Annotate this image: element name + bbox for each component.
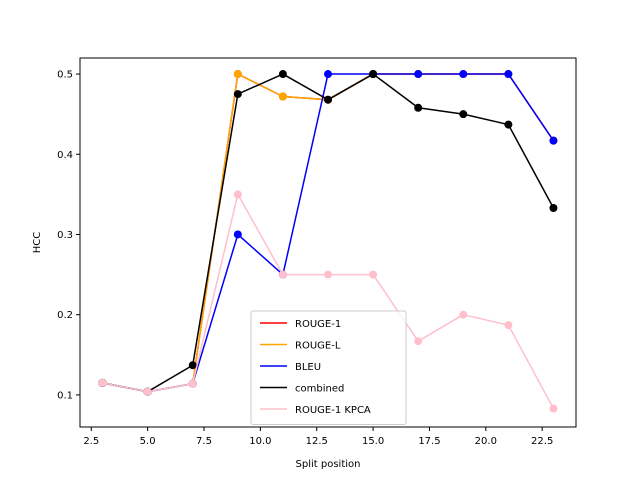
data-point bbox=[504, 321, 513, 330]
x-tick-label: 7.5 bbox=[196, 436, 212, 447]
data-point bbox=[459, 70, 468, 79]
legend-label: combined bbox=[295, 384, 344, 395]
y-tick-label: 0.2 bbox=[57, 310, 73, 321]
x-axis-label: Split position bbox=[296, 459, 361, 470]
legend-frame bbox=[250, 310, 407, 425]
data-point bbox=[369, 70, 378, 79]
y-tick-label: 0.3 bbox=[57, 230, 73, 241]
data-point bbox=[233, 90, 242, 99]
data-point bbox=[324, 70, 332, 79]
data-point bbox=[324, 95, 332, 104]
x-tick-label: 20.0 bbox=[475, 436, 497, 447]
y-tick-label: 0.1 bbox=[57, 390, 73, 401]
y-tick-label: 0.4 bbox=[57, 150, 73, 161]
data-point bbox=[278, 270, 287, 279]
data-point bbox=[98, 378, 107, 387]
legend-item: ROUGE-1 KPCA bbox=[260, 405, 371, 416]
legend-label: BLEU bbox=[295, 362, 321, 373]
data-point bbox=[549, 404, 558, 413]
data-point bbox=[504, 70, 513, 79]
plot-area-frame bbox=[79, 57, 577, 428]
data-point bbox=[233, 190, 242, 199]
y-tick-label: 0.5 bbox=[57, 70, 73, 81]
x-tick-label: 12.5 bbox=[306, 436, 328, 447]
data-point bbox=[459, 110, 468, 119]
data-point bbox=[233, 70, 242, 79]
x-tick-label: 5.0 bbox=[140, 436, 156, 447]
data-point bbox=[188, 379, 197, 388]
data-point bbox=[188, 361, 197, 370]
x-tick-label: 2.5 bbox=[83, 436, 99, 447]
legend-label: ROUGE-L bbox=[295, 341, 341, 352]
legend-item: BLEU bbox=[260, 362, 321, 373]
series-rouge-1-kpca bbox=[98, 190, 558, 413]
data-point bbox=[278, 92, 287, 101]
data-point bbox=[549, 136, 558, 145]
y-axis-label: HCC bbox=[32, 232, 43, 254]
data-point bbox=[549, 204, 558, 213]
data-point bbox=[278, 70, 287, 79]
x-tick-label: 17.5 bbox=[418, 436, 440, 447]
data-point bbox=[369, 270, 378, 279]
x-tick-label: 15.0 bbox=[362, 436, 384, 447]
data-point bbox=[143, 387, 152, 396]
data-point bbox=[324, 270, 332, 279]
data-point bbox=[459, 310, 468, 319]
series-layer bbox=[98, 70, 558, 413]
legend: ROUGE-1 ROUGE-L BLEU combined ROUGE-1 KPCA bbox=[250, 310, 407, 425]
data-point bbox=[414, 337, 423, 346]
legend-item: combined bbox=[260, 384, 344, 395]
legend-item: ROUGE-1 bbox=[260, 319, 341, 330]
legend-label: ROUGE-1 KPCA bbox=[295, 405, 371, 416]
legend-label: ROUGE-1 bbox=[295, 319, 341, 330]
data-point bbox=[414, 103, 423, 112]
x-tick-label: 22.5 bbox=[531, 436, 553, 447]
x-tick-label: 10.0 bbox=[249, 436, 271, 447]
legend-item: ROUGE-L bbox=[260, 341, 341, 352]
y-axis: 0.1 0.2 0.3 0.4 0.5 bbox=[57, 70, 80, 401]
data-point bbox=[414, 70, 423, 79]
x-axis: 2.5 5.0 7.5 10.0 12.5 15.0 17.5 20.0 22.5 bbox=[83, 427, 553, 447]
data-point bbox=[504, 120, 513, 129]
data-point bbox=[233, 230, 242, 239]
